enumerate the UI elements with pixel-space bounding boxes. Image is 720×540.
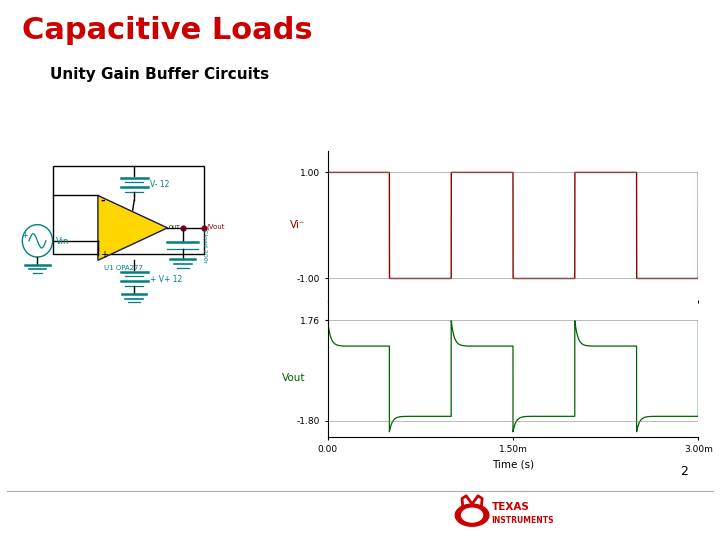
Text: Vout: Vout [282, 373, 305, 383]
Text: (Vout: (Vout [207, 224, 225, 231]
Text: V- 12: V- 12 [150, 180, 169, 188]
Text: OUT: OUT [169, 225, 181, 230]
Text: TEXAS: TEXAS [491, 502, 529, 512]
Text: -: - [100, 195, 105, 205]
Text: U1 OPA277: U1 OPA277 [104, 265, 143, 272]
Text: 2: 2 [680, 465, 688, 478]
Text: +: + [21, 232, 27, 240]
Circle shape [462, 508, 482, 522]
Text: Cload 200r: Cload 200r [202, 228, 207, 263]
Circle shape [455, 504, 489, 526]
Text: Vin: Vin [56, 237, 70, 246]
Text: + V+ 12: + V+ 12 [150, 274, 182, 284]
Polygon shape [98, 195, 168, 260]
Text: Unity Gain Buffer Circuits: Unity Gain Buffer Circuits [50, 68, 269, 83]
X-axis label: Time (s): Time (s) [492, 460, 534, 470]
Text: Capacitive Loads: Capacitive Loads [22, 16, 312, 45]
Text: Vi⁻: Vi⁻ [290, 220, 305, 231]
Text: INSTRUMENTS: INSTRUMENTS [491, 516, 554, 525]
Text: +: + [100, 251, 108, 260]
